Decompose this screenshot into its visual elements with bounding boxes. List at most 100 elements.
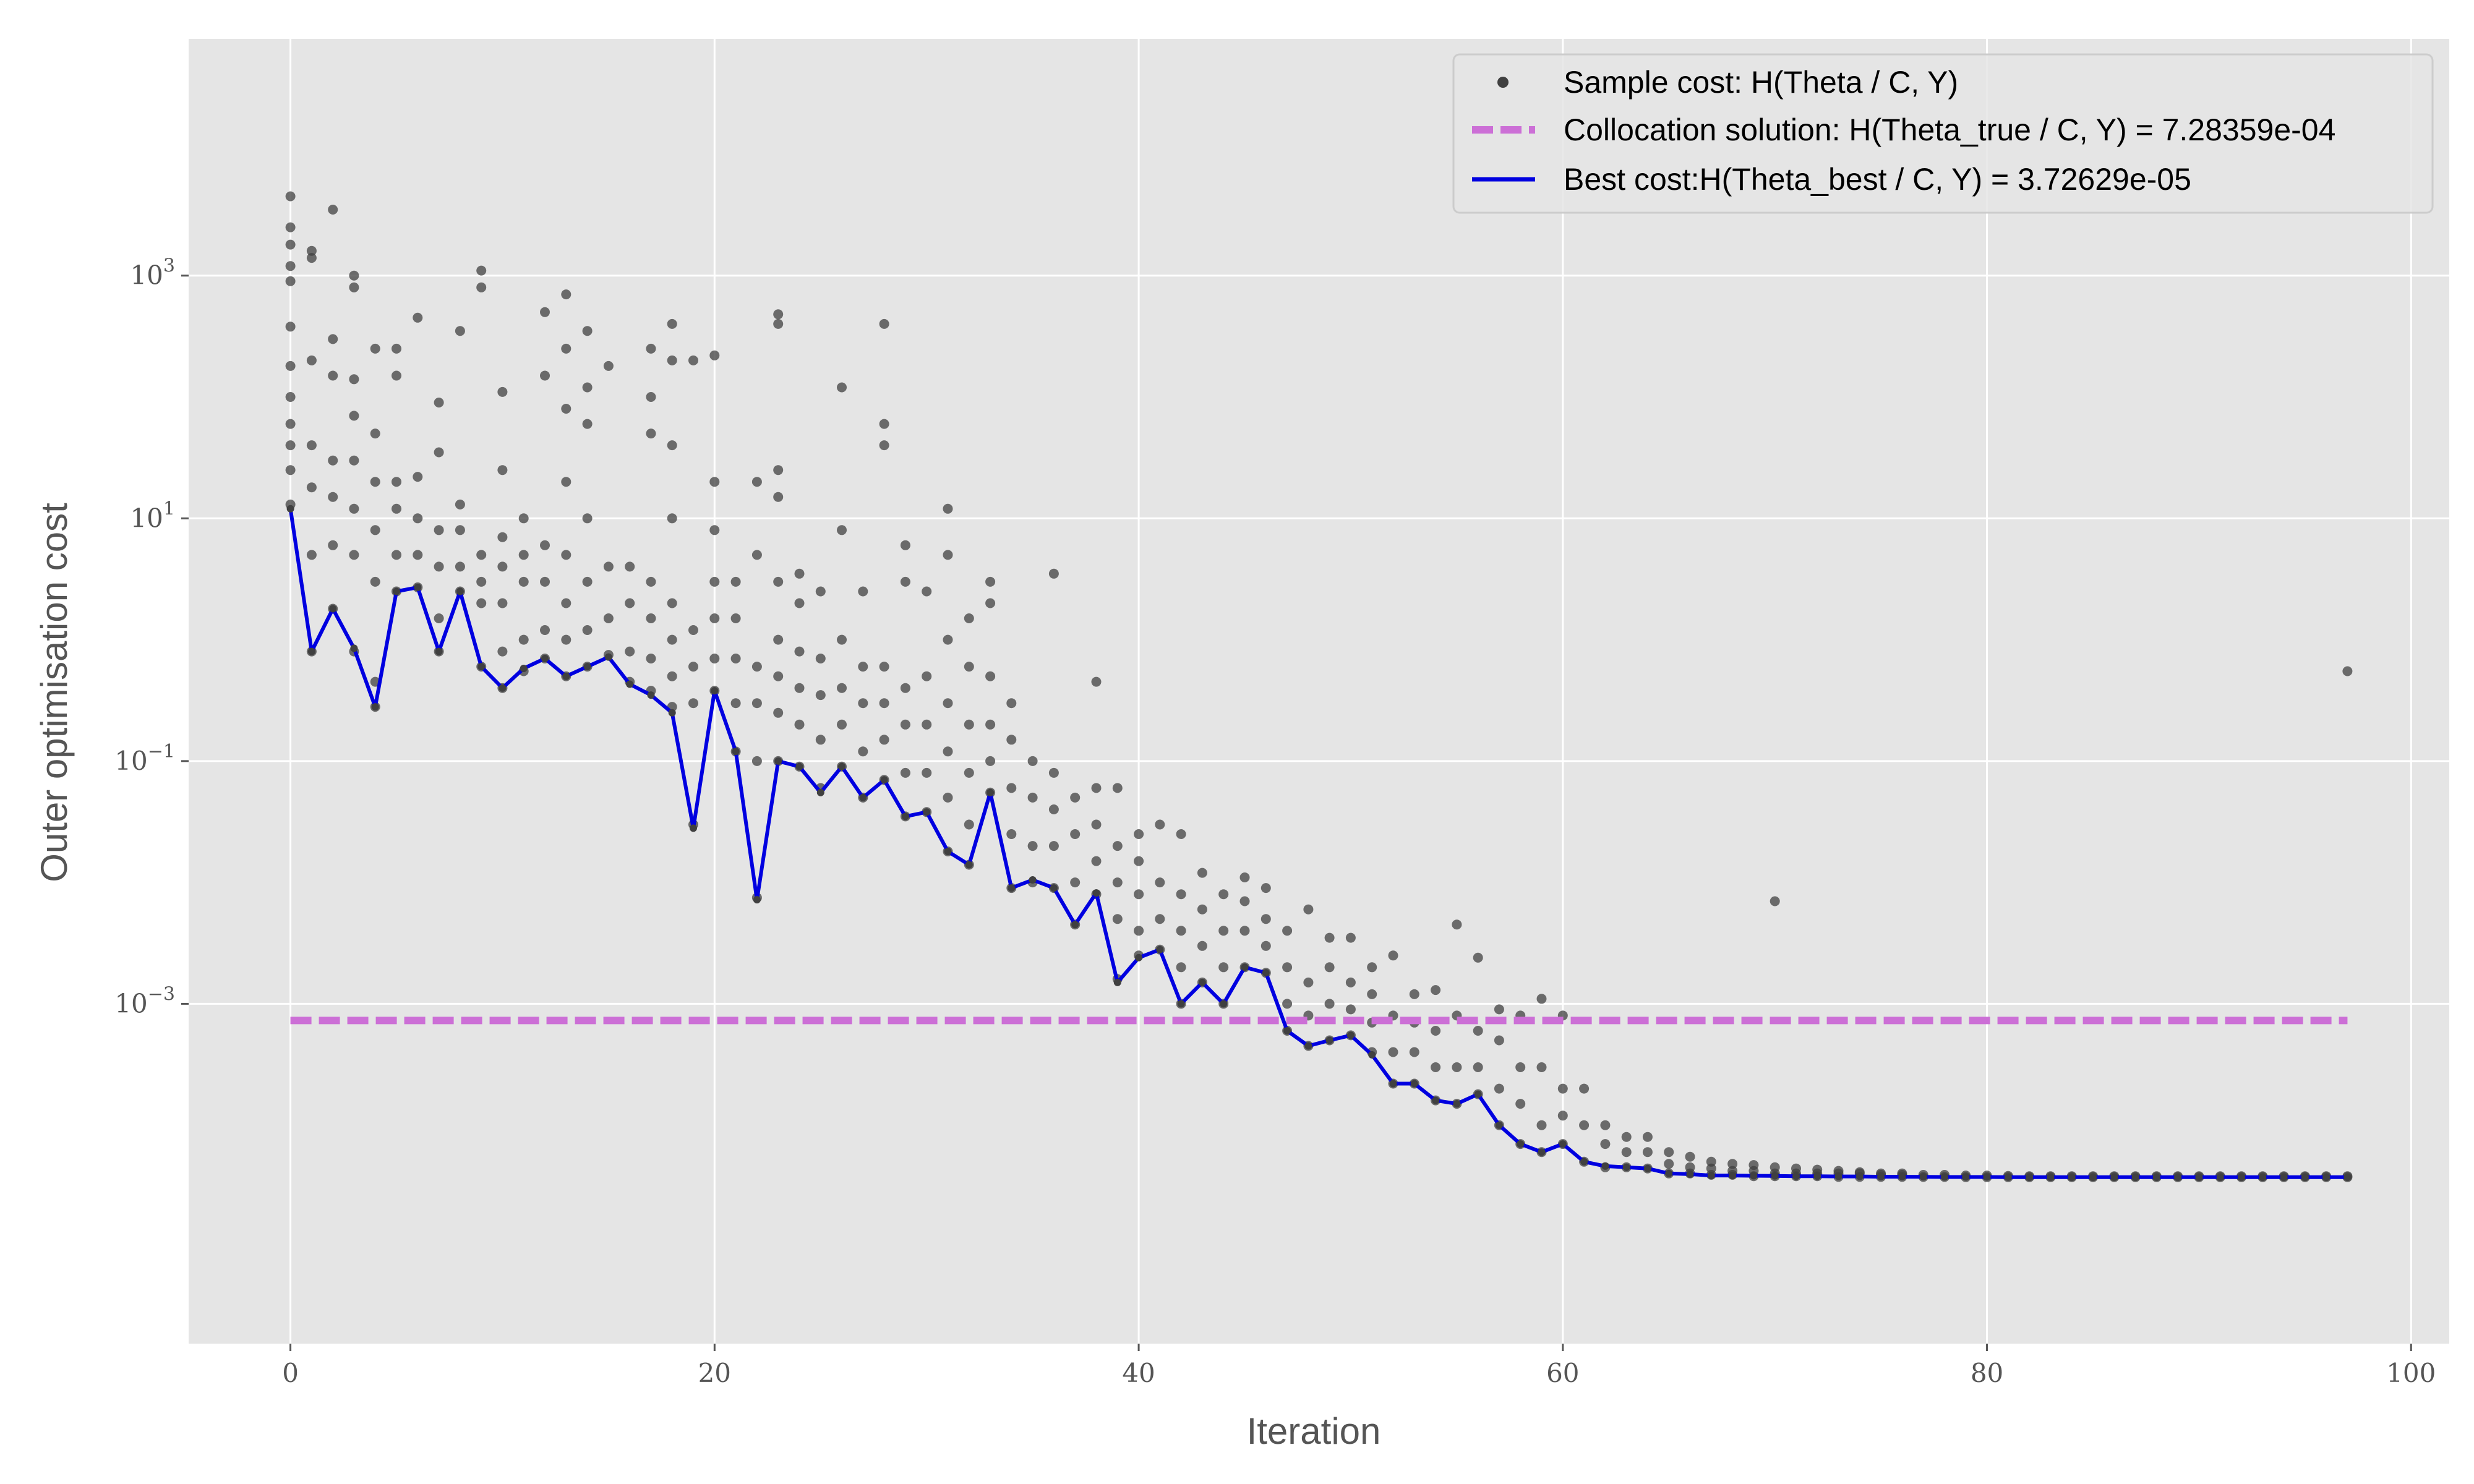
sample-cost-point bbox=[964, 613, 974, 623]
best-cost-point bbox=[1071, 921, 1079, 929]
sample-cost-point bbox=[964, 767, 974, 778]
sample-cost-point bbox=[985, 756, 996, 766]
sample-cost-point bbox=[773, 309, 784, 320]
best-cost-point bbox=[1622, 1163, 1630, 1171]
sample-cost-point bbox=[497, 465, 508, 475]
sample-cost-point bbox=[306, 253, 317, 263]
sample-cost-point bbox=[1770, 896, 1780, 906]
sample-cost-point bbox=[285, 392, 296, 402]
sample-cost-point bbox=[1134, 926, 1144, 936]
sample-cost-point bbox=[837, 683, 847, 693]
sample-cost-point bbox=[455, 525, 465, 535]
best-cost-point bbox=[774, 757, 782, 765]
best-cost-point bbox=[2068, 1173, 2076, 1181]
sample-cost-point bbox=[1345, 932, 1356, 943]
sample-cost-point bbox=[328, 492, 338, 502]
y-tick-label: 103 bbox=[130, 255, 175, 291]
y-tick-label: 101 bbox=[130, 498, 175, 533]
sample-cost-point bbox=[794, 683, 805, 693]
sample-cost-point bbox=[879, 735, 889, 745]
sample-cost-point bbox=[1048, 804, 1059, 814]
best-cost-point bbox=[1283, 1027, 1291, 1034]
best-cost-point bbox=[541, 655, 549, 662]
sample-cost-point bbox=[1536, 1062, 1547, 1072]
sample-cost-point bbox=[985, 576, 996, 587]
sample-cost-point bbox=[688, 662, 698, 672]
sample-cost-point bbox=[1027, 756, 1038, 766]
sample-cost-point bbox=[815, 735, 826, 745]
y-tick-label: 10−3 bbox=[114, 983, 175, 1018]
sample-cost-point bbox=[349, 455, 359, 466]
sample-cost-point bbox=[1197, 904, 1207, 915]
best-cost-point bbox=[393, 587, 400, 595]
y-tick-label: 10−1 bbox=[114, 741, 175, 776]
sample-cost-point bbox=[349, 282, 359, 292]
sample-cost-point bbox=[1091, 856, 1102, 866]
best-cost-point bbox=[2047, 1173, 2055, 1181]
best-cost-point bbox=[1177, 1000, 1185, 1008]
best-cost-point bbox=[816, 788, 824, 796]
sample-cost-point bbox=[476, 282, 487, 292]
sample-cost-point bbox=[582, 419, 593, 429]
sample-cost-point bbox=[646, 343, 656, 354]
best-cost-point bbox=[1346, 1031, 1355, 1039]
sample-cost-point bbox=[561, 634, 571, 645]
best-cost-point bbox=[1941, 1173, 1948, 1181]
sample-cost-point bbox=[1452, 1062, 1462, 1072]
sample-cost-point bbox=[794, 646, 805, 657]
sample-cost-point bbox=[1642, 1132, 1653, 1142]
legend-marker-scatter bbox=[1497, 77, 1509, 88]
sample-cost-point bbox=[858, 746, 868, 757]
best-cost-point bbox=[307, 647, 315, 655]
sample-cost-point bbox=[561, 343, 571, 354]
sample-cost-point bbox=[900, 540, 910, 550]
best-cost-line-layer bbox=[286, 505, 2352, 1181]
sample-cost-point bbox=[1324, 932, 1335, 943]
sample-cost-point bbox=[1621, 1132, 1632, 1142]
best-cost-point bbox=[2259, 1173, 2267, 1181]
sample-cost-point bbox=[1494, 1083, 1504, 1094]
sample-cost-point bbox=[370, 343, 380, 354]
sample-cost-point bbox=[1282, 962, 1293, 973]
y-axis-label: Outer optimisation cost bbox=[33, 503, 75, 882]
sample-cost-point bbox=[646, 613, 656, 623]
sample-cost-point bbox=[1494, 1004, 1504, 1015]
sample-cost-point bbox=[879, 419, 889, 429]
plot-area bbox=[189, 39, 2449, 1344]
y-tick-labels: 103 101 10−1 10−3 bbox=[114, 255, 175, 1019]
best-cost-point bbox=[2238, 1173, 2245, 1181]
best-cost-point bbox=[1729, 1172, 1737, 1180]
sample-cost-point bbox=[1197, 868, 1207, 878]
sample-cost-point bbox=[306, 355, 317, 365]
best-cost-point bbox=[2026, 1173, 2034, 1181]
sample-cost-point bbox=[497, 598, 508, 608]
sample-cost-point bbox=[1261, 914, 1271, 924]
best-cost-point bbox=[1135, 953, 1143, 962]
best-cost-point bbox=[414, 583, 422, 591]
sample-cost-point bbox=[837, 634, 847, 645]
sample-cost-point bbox=[603, 360, 614, 371]
sample-cost-point bbox=[1112, 914, 1123, 924]
best-cost-point bbox=[2004, 1173, 2012, 1181]
sample-cost-point bbox=[455, 499, 465, 510]
sample-cost-point bbox=[751, 477, 762, 487]
sample-cost-point bbox=[709, 477, 720, 487]
best-cost-point bbox=[1834, 1172, 1843, 1180]
sample-cost-point bbox=[709, 654, 720, 663]
legend-box bbox=[1452, 53, 2434, 214]
best-cost-point bbox=[2131, 1173, 2139, 1181]
best-cost-point bbox=[1856, 1172, 1864, 1180]
best-cost-point bbox=[1813, 1172, 1821, 1180]
best-cost-point bbox=[1113, 978, 1121, 986]
sample-cost-point bbox=[1048, 841, 1059, 851]
sample-cost-point bbox=[1091, 676, 1102, 687]
sample-cost-point bbox=[1791, 1163, 1801, 1174]
x-tick-label: 60 bbox=[1546, 1358, 1579, 1388]
sample-cost-point bbox=[328, 205, 338, 215]
best-cost-point bbox=[2195, 1173, 2203, 1181]
sample-cost-point bbox=[349, 550, 359, 560]
sample-cost-point bbox=[1048, 767, 1059, 778]
best-cost-point bbox=[520, 665, 528, 672]
sample-cost-point bbox=[751, 756, 762, 766]
sample-cost-point bbox=[1557, 1083, 1568, 1094]
